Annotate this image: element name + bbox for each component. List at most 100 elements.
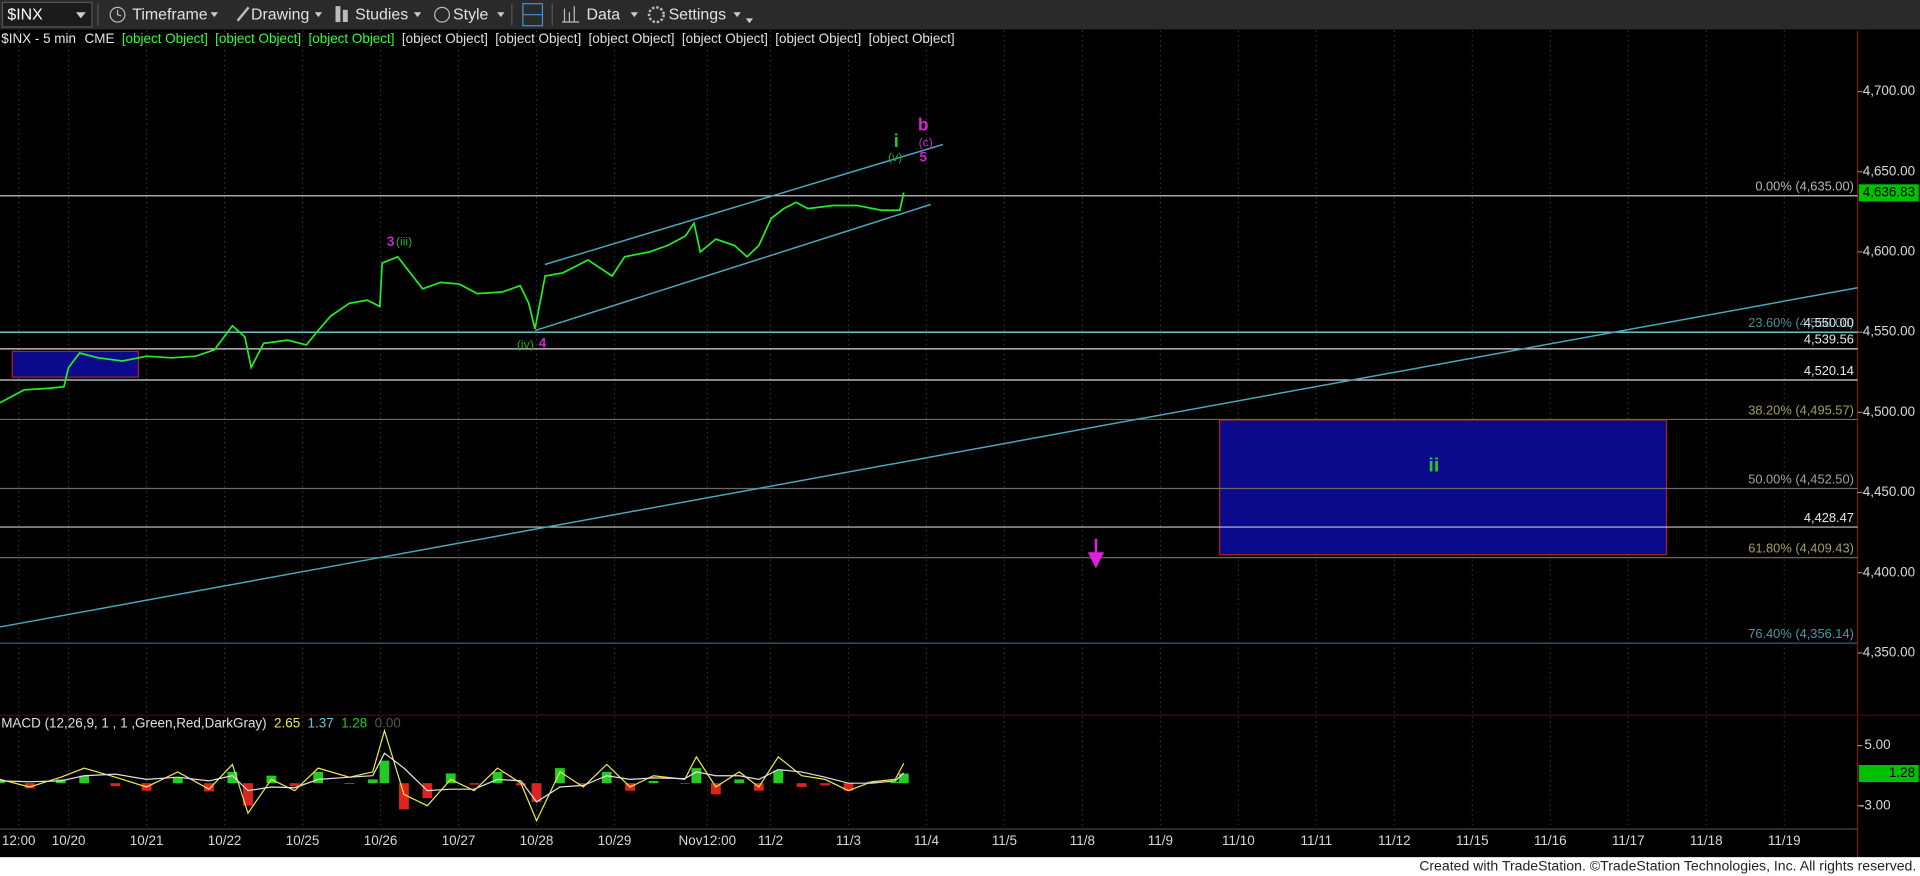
histogram-bar	[796, 783, 807, 787]
histogram-bar	[344, 783, 355, 784]
x-tick-label: 11/4	[914, 833, 940, 848]
series-line	[0, 728, 905, 823]
x-tick-label: 11/5	[992, 833, 1017, 848]
menu-item[interactable]: Settings	[669, 7, 727, 24]
y-tick-label: 5.00	[1864, 737, 1890, 752]
menu-item[interactable]: Drawing	[251, 7, 309, 24]
histogram-bar	[601, 771, 612, 784]
wave-label: 4	[539, 336, 547, 351]
menu-item[interactable]: Style	[453, 7, 489, 24]
menu-bar: Timeframe Drawing Studies Style Data Settings	[132, 7, 741, 24]
symbol[interactable]: $INX	[7, 7, 43, 24]
quote-item: [object Object]	[215, 31, 301, 46]
histogram-bar	[679, 783, 690, 784]
y-tick-label: 4,550.00	[1863, 324, 1915, 339]
y-tick-label: 4,400.00	[1863, 564, 1915, 579]
x-tick-label: 11/18	[1690, 833, 1723, 848]
wave-label: 3	[387, 234, 394, 249]
histogram-bar	[531, 783, 542, 802]
quote-item: CME	[85, 31, 115, 46]
macd-header: MACD (12,26,9, 1 , 1 ,Green,Red,DarkGray…	[1, 715, 401, 730]
histogram-bar	[172, 777, 183, 784]
x-tick-label: 11/2	[758, 833, 783, 848]
x-tick-label: 11/3	[836, 833, 861, 848]
x-tick-label: 11/12	[1378, 833, 1411, 848]
level-label: 38.20% (4,495.57)	[1748, 402, 1854, 417]
last-value-label: 4,636.83	[1863, 184, 1915, 199]
histogram-bar	[691, 768, 702, 784]
x-tick-label: Nov12:00	[679, 833, 737, 848]
wave-label: 5	[920, 150, 928, 165]
level-label: 50.00% (4,452.50)	[1748, 471, 1854, 486]
menu-item[interactable]: Studies	[355, 7, 408, 24]
last-value-box	[1858, 764, 1919, 783]
quote-item: [object Object]	[682, 31, 768, 46]
footer-bar	[0, 857, 1920, 876]
wave-label: (iv)	[517, 338, 534, 352]
footer: Created with TradeStation. ©TradeStation…	[1419, 858, 1916, 874]
target-box	[1218, 419, 1668, 556]
x-tick-label: 11/15	[1456, 833, 1489, 848]
quote-item: [object Object]	[589, 31, 675, 46]
target-box	[11, 350, 139, 378]
timeframe-icon	[116, 9, 122, 17]
x-tick-label: 11/16	[1534, 833, 1567, 848]
histogram-bar	[469, 783, 480, 785]
trend-line	[534, 203, 931, 332]
wave-label: b	[918, 115, 928, 135]
symbol-box[interactable]	[1, 1, 93, 28]
macd-readout: 0.00	[375, 715, 401, 730]
x-tick-label: 10/20	[52, 833, 86, 848]
quote-item: [object Object]	[869, 31, 955, 46]
y-tick-label: -3.00	[1860, 797, 1891, 812]
menu-item[interactable]: Timeframe	[132, 7, 208, 24]
level-label: 0.00% (4,635.00)	[1755, 179, 1854, 194]
series-line	[0, 752, 905, 803]
histogram-bar	[555, 768, 565, 784]
dropdown-arrow	[413, 12, 422, 18]
x-tick-label: 11/10	[1222, 833, 1255, 848]
histogram-bar	[289, 783, 300, 787]
quote-line: $INX - 5 min CME [object Object] [object Ob…	[1, 31, 954, 46]
histogram-bar	[79, 775, 90, 784]
histogram-bar	[843, 783, 854, 791]
level-label: 4,428.47	[1804, 510, 1854, 525]
macd-readout: 2.65	[274, 715, 300, 730]
wave-label: (c)	[919, 135, 933, 149]
wave-label: ii	[1428, 455, 1439, 477]
trend-line	[0, 287, 1858, 628]
x-tick-label: 11/19	[1768, 833, 1801, 848]
macd-title: MACD (12,26,9, 1 , 1 ,Green,Red,DarkGray…	[1, 715, 266, 730]
quote-item: $INX - 5 min	[1, 31, 76, 46]
x-tick-label: 10/28	[520, 833, 554, 848]
histogram-bar	[578, 783, 589, 785]
x-tick-label: 11/11	[1301, 833, 1333, 848]
x-tick-label: 10/25	[286, 833, 320, 848]
y-tick-label: 4,350.00	[1863, 644, 1915, 659]
dropdown-arrow	[733, 12, 741, 18]
histogram-bar	[492, 771, 503, 784]
dropdown-arrow	[75, 12, 86, 19]
level-label: 61.80% (4,409.43)	[1748, 540, 1854, 555]
macd-readout: 1.37	[308, 715, 334, 730]
histogram-bar	[866, 781, 877, 784]
histogram-bar	[820, 783, 830, 786]
histogram-bar	[243, 783, 253, 806]
wave-label: (v)	[888, 150, 902, 164]
x-tick-label: 11/17	[1612, 833, 1645, 848]
menu-item[interactable]: Data	[587, 7, 621, 24]
quote-item: [object Object]	[775, 31, 861, 46]
wave-label: i	[894, 130, 899, 151]
histogram-bar	[445, 773, 456, 784]
x-tick-label: 11/9	[1148, 833, 1173, 848]
quote-item: [object Object]	[495, 31, 581, 46]
level-label: 76.40% (4,356.14)	[1748, 626, 1854, 641]
dropdown-arrow	[497, 12, 505, 18]
down-arrow	[1087, 538, 1105, 569]
histogram-bar	[0, 781, 5, 784]
x-tick-label: 12:00	[2, 833, 36, 848]
wave-label: (iii)	[396, 235, 412, 249]
settings-icon	[647, 6, 665, 24]
